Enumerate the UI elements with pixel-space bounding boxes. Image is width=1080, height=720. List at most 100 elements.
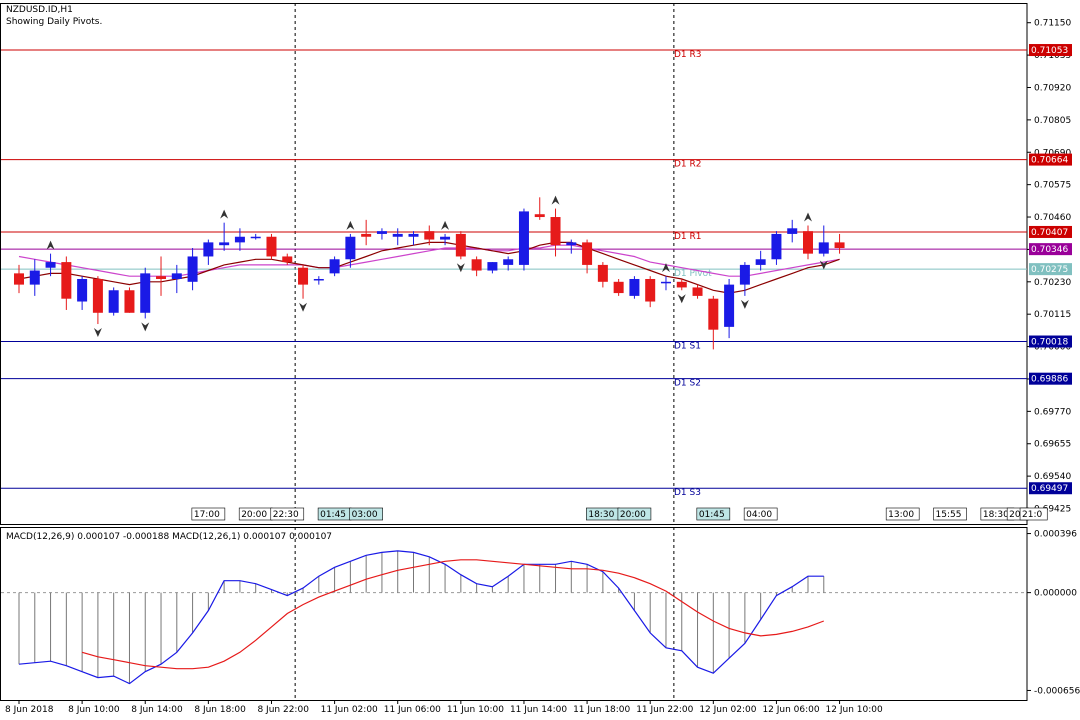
- price-tick-label: 0.71150: [1034, 19, 1071, 29]
- price-tick-label: 0.70460: [1034, 213, 1071, 223]
- price-tag: [1029, 335, 1072, 348]
- candle-body: [140, 273, 151, 313]
- time-tick-label: 11 Jun 18:00: [573, 705, 630, 715]
- price-pane: 0.71150 0.71035 0.70920 0.70805 0.70690 0.705…: [0, 3, 1072, 525]
- fractal-down-icon: [93, 328, 102, 338]
- session-label: 21:0: [1022, 510, 1042, 520]
- macd-main-line: [18, 550, 824, 685]
- candle-body: [392, 233, 403, 237]
- price-tick-label: 0.69540: [1034, 472, 1071, 482]
- candle-body: [692, 287, 703, 296]
- macd-signal-line: [81, 559, 825, 670]
- pivot-label: D1 R3: [674, 50, 702, 60]
- price-tag: [1029, 372, 1072, 385]
- price-tag: [1029, 263, 1072, 276]
- candle-body: [566, 242, 577, 246]
- fractal-down-icon: [740, 299, 749, 309]
- candle-body: [45, 262, 56, 268]
- session-label-box: [617, 507, 652, 521]
- fractal-up-icon: [441, 220, 450, 230]
- candle-body: [708, 298, 719, 330]
- fractal-up-icon: [220, 209, 229, 219]
- session-label-box: [696, 507, 731, 521]
- price-tag: [1029, 44, 1072, 57]
- candle-body: [676, 281, 687, 288]
- price-tick-label: 0.71035: [1034, 51, 1071, 61]
- candle-body: [771, 233, 782, 260]
- session-label: 15:55: [936, 510, 962, 520]
- pivot-label: D1 R2: [674, 160, 702, 170]
- candle-body: [92, 278, 103, 313]
- session-label-box: [191, 507, 226, 521]
- candle-body: [203, 242, 214, 257]
- candle-body: [108, 290, 119, 313]
- candle-body: [487, 262, 498, 271]
- candle-body: [156, 276, 167, 279]
- candle-body: [408, 233, 419, 237]
- pivot-label: D1 S2: [674, 379, 701, 389]
- session-label: 20:00: [620, 510, 646, 520]
- candle-body: [61, 262, 72, 299]
- candle-body: [440, 236, 451, 240]
- price-tag: [1029, 153, 1072, 166]
- candle-body: [29, 270, 40, 285]
- pivot-label: D1 Pivot: [674, 269, 712, 279]
- price-tag-label: 0.70664: [1031, 156, 1068, 166]
- session-label: 18:30: [588, 510, 614, 520]
- macd-tick-label: 0.000396: [1034, 530, 1077, 540]
- candle-body: [739, 264, 750, 285]
- candle-body: [834, 242, 845, 249]
- time-tick-label: 8 Jun 22:00: [257, 705, 309, 715]
- price-tag-label: 0.71053: [1031, 46, 1068, 56]
- candle-body: [313, 278, 324, 281]
- price-tag-label: 0.69886: [1031, 375, 1068, 385]
- candle-body: [234, 236, 245, 243]
- price-tick-label: 0.70230: [1034, 278, 1071, 288]
- fractal-down-icon: [677, 294, 686, 304]
- price-tag-label: 0.70407: [1031, 228, 1068, 238]
- candle-body: [597, 264, 608, 282]
- candle-body: [613, 281, 624, 294]
- candle-body: [361, 233, 372, 237]
- candle-body: [187, 256, 198, 282]
- session-label: 04:00: [746, 510, 772, 520]
- candle-body: [282, 256, 293, 263]
- candle-body: [345, 236, 356, 260]
- candle-body: [518, 211, 529, 265]
- time-tick-label: 12 Jun 10:00: [826, 705, 883, 715]
- macd-title: MACD(12,26,9) 0.000107 -0.000188 MACD(12…: [6, 532, 332, 542]
- price-tick-label: 0.70805: [1034, 116, 1071, 126]
- fractal-down-icon: [141, 322, 150, 332]
- session-label: 01:45: [320, 510, 346, 520]
- session-label: 18:30: [983, 510, 1009, 520]
- session-label: 20:00: [241, 510, 267, 520]
- fractal-up-icon: [661, 263, 670, 273]
- pivot-label: D1 R1: [674, 232, 702, 242]
- candle-body: [298, 267, 309, 285]
- price-frame: [0, 3, 1028, 525]
- candle-body: [77, 278, 88, 302]
- candle-body: [171, 273, 182, 279]
- price-tag: [1029, 225, 1072, 238]
- session-label: 20:: [1009, 510, 1023, 520]
- macd-tick-label: -0.000656: [1034, 686, 1080, 696]
- time-tick-label: 8 Jun 18:00: [194, 705, 246, 715]
- candle-body: [503, 259, 514, 265]
- session-label: 01:45: [699, 510, 725, 520]
- current-price-label: 0.70346: [1031, 245, 1068, 255]
- candle-body: [250, 236, 261, 239]
- session-label: 17:00: [194, 510, 220, 520]
- candle-body: [329, 259, 340, 274]
- session-label-box: [1019, 507, 1048, 521]
- pivot-label: D1 S3: [674, 488, 701, 498]
- price-tag-label: 0.70018: [1031, 338, 1068, 348]
- session-label: 13:00: [888, 510, 914, 520]
- candle-body: [755, 259, 766, 265]
- candle-body: [818, 242, 829, 254]
- fractal-up-icon: [46, 240, 55, 250]
- price-tick-label: 0.70920: [1034, 83, 1071, 93]
- candle-body: [787, 228, 798, 234]
- fractal-down-icon: [299, 302, 308, 312]
- time-tick-label: 8 Jun 10:00: [68, 705, 120, 715]
